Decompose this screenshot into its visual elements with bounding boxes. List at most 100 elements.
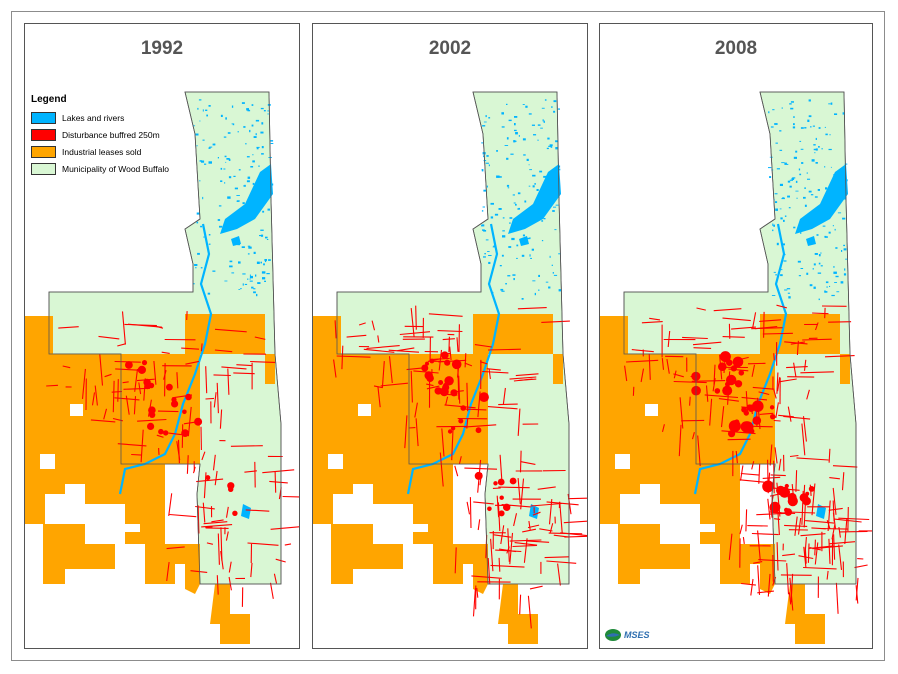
legend-label: Industrial leases sold bbox=[62, 146, 142, 157]
disturbance-line bbox=[437, 330, 463, 333]
lake-dot bbox=[483, 121, 487, 123]
disturbance-line bbox=[705, 385, 709, 402]
lake-dot bbox=[486, 185, 488, 188]
lake-dot bbox=[488, 255, 492, 256]
disturbance-line bbox=[333, 359, 337, 378]
legend-item-municipality: Municipality of Wood Buffalo bbox=[31, 160, 169, 177]
lake-dot bbox=[232, 123, 235, 126]
disturbance-line bbox=[486, 368, 501, 371]
lake-dot bbox=[532, 174, 536, 177]
lease-gap bbox=[378, 529, 393, 539]
lake-dot bbox=[835, 247, 838, 249]
lease-gap bbox=[70, 404, 83, 416]
disturbance-line bbox=[773, 419, 781, 422]
lake-dot bbox=[845, 258, 848, 260]
disturbance-line bbox=[454, 547, 457, 574]
lease-gap bbox=[125, 524, 140, 532]
disturbance-line bbox=[81, 368, 86, 399]
disturbance-line bbox=[802, 416, 807, 442]
disturbance-line bbox=[471, 575, 502, 579]
disturbance-line bbox=[477, 519, 481, 531]
disturbance-line bbox=[456, 367, 460, 378]
lake-dot bbox=[813, 148, 817, 151]
disturbance-line bbox=[487, 557, 491, 585]
lake-dot bbox=[270, 183, 274, 186]
disturbance-line bbox=[796, 340, 799, 356]
disturbance-line bbox=[221, 366, 247, 370]
disturbance-line bbox=[526, 540, 550, 543]
disturbance-line bbox=[334, 320, 337, 339]
lake-dot bbox=[261, 122, 264, 125]
disturbance-line bbox=[448, 336, 450, 353]
disturbance-line bbox=[512, 544, 537, 548]
lake-dot bbox=[800, 268, 804, 269]
map-canvas bbox=[600, 91, 872, 644]
lake-dot bbox=[784, 215, 787, 217]
lake-dot bbox=[237, 243, 240, 246]
disturbance-line bbox=[751, 461, 755, 470]
lake-dot bbox=[829, 285, 831, 287]
lake-dot bbox=[194, 264, 198, 266]
disturbance-line bbox=[747, 362, 766, 365]
disturbance-patch bbox=[441, 351, 449, 360]
disturbance-line bbox=[778, 378, 797, 383]
lake-small bbox=[519, 236, 529, 246]
disturbance-line bbox=[213, 374, 231, 377]
lake-dot bbox=[549, 255, 551, 258]
disturbance-line bbox=[176, 372, 179, 389]
disturbance-line bbox=[410, 370, 413, 403]
lake-dot bbox=[808, 115, 812, 118]
disturbance-line bbox=[458, 456, 462, 465]
lake-dot bbox=[208, 161, 212, 164]
disturbance-patch bbox=[738, 370, 745, 376]
lake-dot bbox=[506, 103, 508, 105]
disturbance-patch bbox=[205, 475, 211, 481]
disturbance-line bbox=[807, 543, 810, 563]
disturbance-line bbox=[786, 366, 808, 369]
disturbance-patch bbox=[443, 383, 448, 388]
lake-dot bbox=[247, 278, 249, 280]
disturbance-patch bbox=[137, 365, 146, 374]
lake-dot bbox=[196, 145, 198, 147]
lake-dot bbox=[236, 195, 240, 196]
disturbance-line bbox=[507, 528, 510, 562]
disturbance-line bbox=[666, 359, 670, 374]
lake-dot bbox=[536, 189, 539, 191]
disturbance-patch bbox=[740, 421, 752, 433]
disturbance-line bbox=[835, 582, 839, 614]
lake-dot bbox=[243, 185, 246, 187]
lake-dot bbox=[558, 165, 561, 168]
disturbance-line bbox=[678, 424, 682, 457]
lake-dot bbox=[536, 213, 538, 216]
lake-dot bbox=[795, 180, 798, 183]
lake-dot bbox=[267, 208, 270, 211]
lake-dot bbox=[206, 114, 208, 117]
disturbance-line bbox=[692, 341, 722, 346]
disturbance-line bbox=[203, 521, 228, 525]
lake-dot bbox=[203, 236, 207, 238]
disturbance-line bbox=[798, 555, 814, 560]
lake-dot bbox=[242, 283, 244, 286]
industrial-lease-area bbox=[600, 316, 775, 594]
lake-dot bbox=[843, 248, 847, 251]
lake-dot bbox=[199, 160, 203, 162]
lease-gap bbox=[665, 529, 680, 539]
disturbance-line bbox=[445, 396, 449, 406]
disturbance-line bbox=[762, 476, 781, 479]
disturbance-line bbox=[834, 518, 862, 523]
disturbance-line bbox=[529, 585, 543, 590]
lake-dot bbox=[815, 148, 818, 151]
disturbance-line bbox=[812, 312, 829, 315]
lake-dot bbox=[784, 162, 787, 165]
disturbance-line bbox=[841, 472, 845, 491]
lake-dot bbox=[558, 253, 561, 255]
lake-dot bbox=[501, 254, 504, 257]
disturbance-line bbox=[473, 501, 494, 505]
disturbance-line bbox=[212, 454, 216, 471]
disturbance-line bbox=[58, 326, 79, 329]
lake-dot bbox=[262, 277, 266, 280]
lake-dot bbox=[481, 169, 484, 172]
disturbance-patch bbox=[719, 351, 731, 363]
disturbance-line bbox=[426, 385, 440, 390]
disturbance-line bbox=[757, 530, 761, 561]
